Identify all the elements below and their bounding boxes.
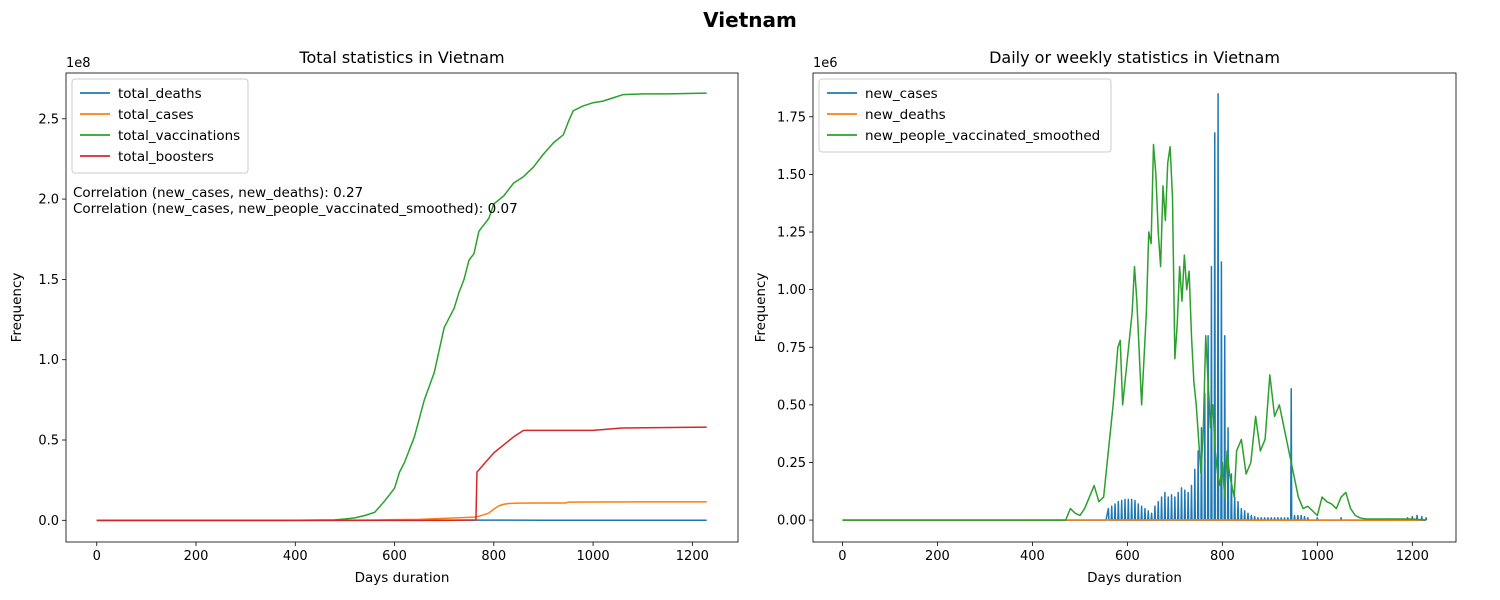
legend-label: total_boosters	[118, 149, 214, 165]
y-tick-label: 0.75	[777, 341, 806, 356]
x-tick-label: 1200	[676, 549, 709, 564]
y-tick-label: 1.50	[777, 168, 806, 183]
axes-title: Total statistics in Vietnam	[298, 48, 504, 67]
y-tick-label: 1.00	[777, 283, 806, 298]
chart-total-statistics: 0 200 400 600 800 1000 1200 0.0 0.5 1.0 1.5 2.0 2.5 T…	[9, 48, 739, 586]
y-tick-label: 0.50	[777, 398, 806, 413]
legend-label: new_cases	[865, 86, 938, 102]
series-total-vaccinations	[96, 92, 707, 522]
y-tick-label: 1.0	[38, 353, 59, 368]
figure-title: Vietnam	[703, 8, 797, 32]
legend-label: new_people_vaccinated_smoothed	[865, 128, 1100, 144]
y-tick-label: 1.25	[777, 226, 806, 241]
series-new-people-vaccinated-smoothed	[842, 143, 1427, 521]
legend-box	[818, 78, 1112, 153]
x-tick-label: 400	[283, 549, 308, 564]
y-offset-label: 1e8	[66, 56, 91, 71]
y-tick-label: 0.25	[777, 456, 806, 471]
y-tick-label: 0.0	[38, 514, 59, 529]
chart-daily-weekly-statistics: 0 200 400 600 800 1000 1200 0.00 0.25 0.50 0.75 1.0…	[753, 48, 1457, 586]
legend-label: total_vaccinations	[118, 128, 240, 144]
y-tick-label: 1.5	[38, 273, 59, 288]
series-new-cases	[842, 92, 1428, 521]
axes-title: Daily or weekly statistics in Vietnam	[989, 48, 1280, 67]
series-total-boosters	[96, 426, 707, 522]
y-tick-label: 1.75	[777, 110, 806, 125]
x-tick-label: 0	[93, 549, 101, 564]
x-tick-label: 200	[925, 549, 950, 564]
x-axis-label: Days duration	[1087, 570, 1182, 586]
x-tick-label: 600	[1115, 549, 1140, 564]
plot-area	[96, 92, 707, 522]
plot-area	[842, 92, 1428, 521]
x-tick-label: 1000	[1301, 549, 1334, 564]
y-axis-label: Frequency	[9, 273, 25, 343]
x-tick-label: 600	[382, 549, 407, 564]
legend: new_cases new_deaths new_people_vaccinated…	[818, 78, 1112, 153]
legend-box	[71, 78, 249, 174]
y-tick-label: 2.0	[38, 193, 59, 208]
axes-frame	[812, 72, 1457, 543]
y-offset-label: 1e6	[813, 56, 838, 71]
x-tick-label: 1000	[577, 549, 610, 564]
axes-frame	[65, 72, 739, 543]
x-tick-label: 800	[481, 549, 506, 564]
x-tick-label: 0	[838, 549, 846, 564]
legend: total_deaths total_cases total_vaccination…	[71, 78, 249, 174]
legend-label: total_deaths	[118, 86, 202, 102]
legend-label: total_cases	[118, 107, 194, 123]
x-tick-label: 400	[1020, 549, 1045, 564]
correlation-annotation: Correlation (new_cases, new_people_vacci…	[73, 201, 518, 217]
legend-label: new_deaths	[865, 107, 946, 123]
series-total-cases	[96, 501, 707, 522]
x-tick-label: 200	[184, 549, 209, 564]
correlation-annotation: Correlation (new_cases, new_deaths): 0.2…	[73, 185, 363, 201]
y-axis-label: Frequency	[753, 273, 769, 343]
y-tick-label: 2.5	[38, 112, 59, 127]
y-tick-label: 0.5	[38, 434, 59, 449]
x-tick-label: 800	[1210, 549, 1235, 564]
x-axis-label: Days duration	[355, 570, 450, 586]
y-tick-label: 0.00	[777, 514, 806, 529]
x-tick-label: 1200	[1396, 549, 1429, 564]
